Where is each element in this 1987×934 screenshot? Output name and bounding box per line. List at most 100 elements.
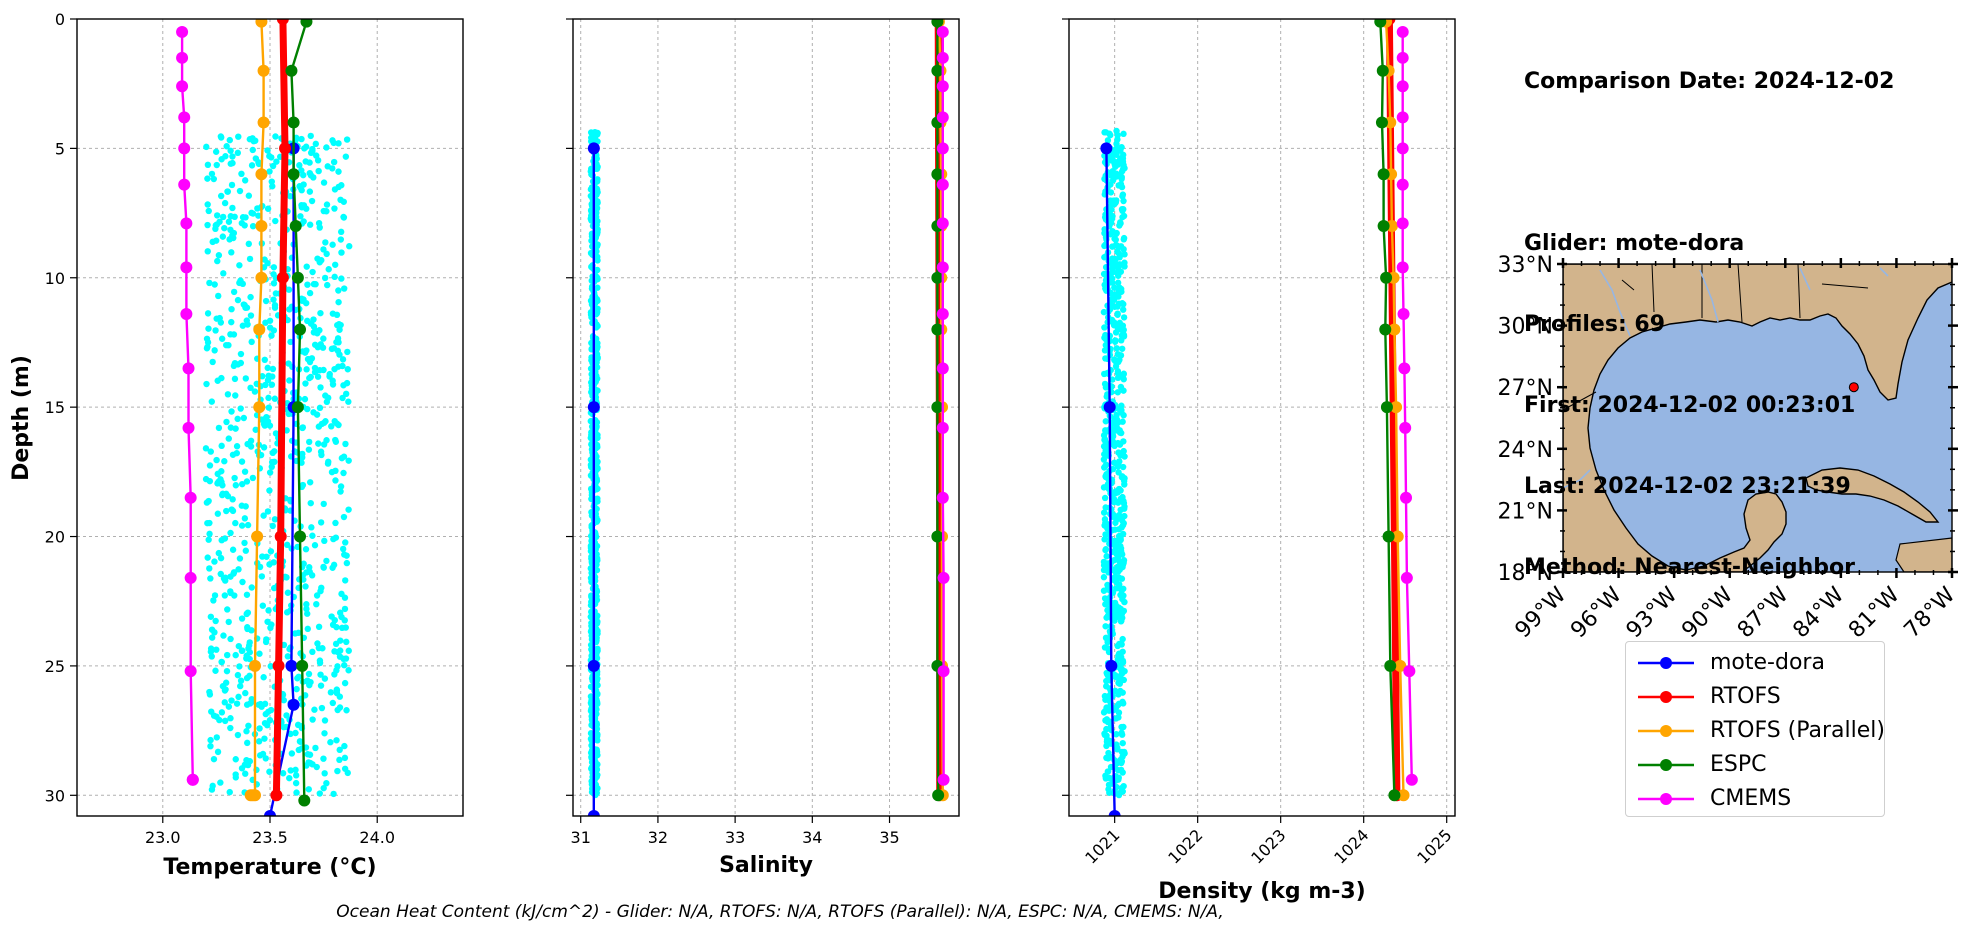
glider-scatter-point [236, 262, 243, 269]
series-point [936, 421, 949, 434]
glider-scatter-point [299, 450, 306, 458]
glider-scatter-point [286, 377, 293, 384]
glider-scatter-point [1101, 436, 1109, 443]
glider-scatter-point [331, 417, 338, 425]
glider-scatter-point [340, 655, 347, 663]
glider-scatter-point [593, 165, 601, 172]
glider-scatter-point [1101, 254, 1108, 261]
glider-scatter-point [305, 670, 313, 678]
glider-scatter-point [227, 724, 234, 732]
glider-scatter-point [222, 686, 229, 693]
glider-scatter-point [304, 610, 311, 617]
glider-scatter-point [271, 395, 279, 402]
series-point [1403, 665, 1416, 678]
series-point [936, 111, 949, 124]
glider-scatter-point [250, 138, 257, 145]
legend-label: RTOFS [1710, 684, 1781, 709]
glider-scatter-point [1120, 261, 1127, 269]
glider-scatter-point [206, 477, 214, 485]
series-point [255, 19, 268, 28]
glider-scatter-point [327, 739, 334, 746]
glider-scatter-point [225, 435, 232, 442]
glider-scatter-point [229, 546, 237, 553]
glider-scatter-point [594, 226, 601, 233]
glider-scatter-point [329, 621, 337, 629]
glider-scatter-point [321, 537, 328, 545]
glider-scatter-point [1101, 536, 1108, 543]
glider-scatter-point [221, 592, 229, 599]
glider-scatter-point [1120, 197, 1127, 205]
glider-scatter-point [224, 188, 231, 195]
glider-scatter-point [317, 671, 324, 678]
glider-scatter-point [332, 261, 339, 268]
glider-scatter-point [267, 662, 274, 670]
glider-scatter-point [333, 686, 340, 693]
glider-scatter-point [317, 384, 324, 391]
glider-scatter-point [255, 738, 263, 745]
glider-scatter-point [204, 248, 211, 255]
glider-scatter-point [1103, 738, 1111, 745]
glider-scatter-point [234, 296, 242, 304]
glider-scatter-point [1119, 463, 1127, 471]
glider-scatter-point [593, 441, 601, 449]
glider-scatter-point [312, 281, 319, 288]
glider-scatter-point [245, 722, 252, 729]
glider-scatter-point [338, 275, 345, 282]
glider-scatter-point [332, 436, 339, 444]
glider-scatter-point [307, 678, 314, 686]
glider-scatter-point [331, 648, 338, 655]
legend-item: mote-dora [1636, 648, 1876, 678]
glider-scatter-point [1103, 683, 1110, 690]
glider-scatter-point [1118, 429, 1125, 437]
glider-scatter-point [273, 158, 280, 165]
glider-scatter-point [1108, 279, 1116, 286]
glider-scatter-point [228, 697, 235, 704]
glider-scatter-point [336, 746, 343, 754]
glider-scatter-point [203, 380, 210, 388]
glider-scatter-point [238, 458, 246, 465]
series-point [296, 659, 309, 672]
series-point [1396, 80, 1409, 93]
glider-scatter-point [270, 296, 277, 303]
glider-scatter-point [1118, 784, 1126, 792]
glider-scatter-point [245, 192, 253, 199]
glider-scatter-point [338, 182, 345, 189]
glider-scatter-point [296, 183, 303, 190]
glider-scatter-point [337, 228, 345, 236]
map-y-tick-label: 30°N [1498, 315, 1553, 340]
glider-scatter-point [212, 225, 219, 233]
series-point [1108, 810, 1121, 816]
map-rivers [1563, 267, 1889, 489]
glider-scatter-point [204, 519, 211, 527]
glider-scatter-point [266, 469, 274, 476]
series-point [300, 19, 313, 28]
glider-scatter-point [321, 730, 328, 737]
glider-scatter-point [215, 252, 223, 259]
y-tick-label: 10 [45, 269, 65, 288]
density-marks [1100, 19, 1418, 816]
series-point [936, 261, 949, 274]
glider-scatter-point [316, 657, 324, 664]
glider-scatter-point [1111, 338, 1119, 345]
series-point [291, 401, 304, 414]
glider-scatter-point [269, 162, 277, 170]
glider-scatter-point [269, 365, 277, 373]
glider-scatter-point [309, 532, 316, 539]
glider-scatter-point [307, 149, 315, 157]
glider-scatter-point [315, 167, 322, 175]
glider-scatter-point [1107, 189, 1115, 196]
glider-scatter-point [219, 233, 227, 240]
glider-scatter-point [329, 137, 336, 144]
series-point [1396, 51, 1409, 64]
map-borders [1563, 264, 1869, 411]
glider-scatter-point [220, 632, 227, 639]
glider-scatter-point [228, 181, 236, 189]
glider-scatter-point [230, 331, 238, 338]
glider-scatter-point [212, 237, 220, 244]
map-land-north [1563, 264, 1952, 572]
glider-scatter-point [1107, 202, 1114, 209]
glider-scatter-point [232, 756, 239, 763]
glider-scatter-point [260, 444, 268, 451]
glider-scatter-point [263, 413, 270, 421]
glider-scatter-point [1120, 212, 1128, 220]
